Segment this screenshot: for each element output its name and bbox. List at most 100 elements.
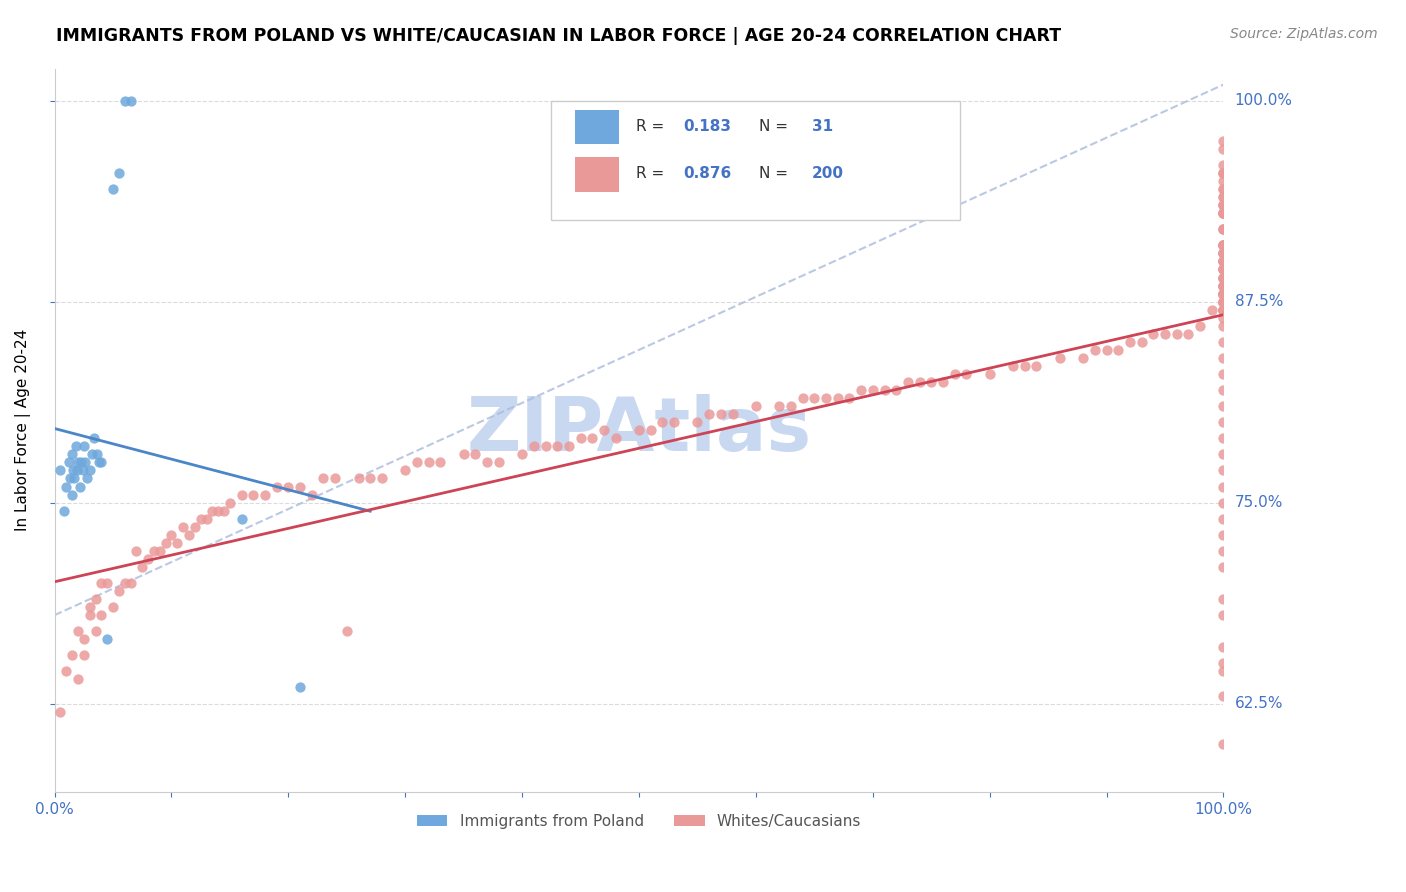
Point	[83, 431, 105, 445]
Point	[1212, 238, 1234, 252]
Point	[184, 519, 207, 533]
Legend: Immigrants from Poland, Whites/Caucasians: Immigrants from Poland, Whites/Caucasian…	[411, 808, 868, 835]
Text: 62.5%: 62.5%	[1234, 696, 1284, 711]
Point	[73, 439, 96, 453]
Point	[1212, 302, 1234, 317]
Point	[1212, 431, 1234, 445]
Point	[52, 503, 75, 517]
Point	[1212, 166, 1234, 180]
Point	[190, 511, 212, 525]
Point	[1212, 286, 1234, 301]
Point	[1212, 238, 1234, 252]
Point	[49, 463, 72, 477]
Point	[1212, 206, 1234, 220]
Point	[65, 439, 87, 453]
Text: 87.5%: 87.5%	[1234, 294, 1282, 310]
Point	[932, 375, 955, 389]
Point	[1212, 142, 1234, 156]
Point	[114, 94, 136, 108]
Point	[1212, 206, 1234, 220]
Point	[1014, 359, 1036, 373]
Point	[1212, 198, 1234, 212]
Point	[1212, 166, 1234, 180]
Point	[73, 648, 96, 663]
Point	[359, 471, 381, 485]
Point	[1212, 399, 1234, 413]
Point	[1049, 351, 1071, 365]
Point	[1212, 560, 1234, 574]
Point	[1130, 334, 1153, 349]
Point	[1212, 270, 1234, 285]
Point	[1212, 158, 1234, 172]
Point	[266, 479, 288, 493]
Point	[418, 455, 440, 469]
Point	[149, 544, 172, 558]
Point	[136, 552, 159, 566]
Point	[943, 367, 966, 381]
Point	[371, 471, 394, 485]
Point	[1212, 640, 1234, 655]
Point	[66, 673, 89, 687]
Point	[125, 544, 148, 558]
Text: 31: 31	[813, 119, 834, 134]
Point	[1212, 286, 1234, 301]
Point	[1212, 415, 1234, 429]
Point	[207, 503, 229, 517]
Point	[1212, 302, 1234, 317]
Point	[1212, 206, 1234, 220]
Point	[1212, 254, 1234, 268]
Point	[79, 600, 101, 615]
Point	[721, 407, 744, 421]
Point	[66, 455, 89, 469]
Point	[1212, 262, 1234, 277]
Point	[1177, 326, 1199, 341]
Point	[394, 463, 416, 477]
Point	[979, 367, 1001, 381]
Point	[1212, 286, 1234, 301]
Point	[406, 455, 429, 469]
Point	[1212, 270, 1234, 285]
Point	[534, 439, 557, 453]
Point	[1212, 134, 1234, 148]
Text: 100.0%: 100.0%	[1234, 93, 1292, 108]
Text: N =: N =	[759, 119, 793, 134]
Text: IMMIGRANTS FROM POLAND VS WHITE/CAUCASIAN IN LABOR FORCE | AGE 20-24 CORRELATION: IMMIGRANTS FROM POLAND VS WHITE/CAUCASIA…	[56, 27, 1062, 45]
Point	[1212, 262, 1234, 277]
Point	[55, 479, 77, 493]
Point	[745, 399, 768, 413]
FancyBboxPatch shape	[575, 157, 619, 192]
Point	[73, 455, 96, 469]
Point	[155, 535, 177, 549]
Point	[908, 375, 931, 389]
Text: 75.0%: 75.0%	[1234, 495, 1282, 510]
Point	[131, 560, 153, 574]
Point	[58, 455, 80, 469]
Point	[475, 455, 498, 469]
Point	[803, 391, 825, 405]
Point	[605, 431, 627, 445]
Point	[1212, 286, 1234, 301]
Point	[1212, 367, 1234, 381]
Point	[1212, 294, 1234, 309]
Text: 0.183: 0.183	[683, 119, 731, 134]
Point	[231, 511, 253, 525]
Point	[1212, 294, 1234, 309]
Point	[1212, 278, 1234, 293]
Point	[1107, 343, 1129, 357]
Point	[66, 624, 89, 639]
Text: R =: R =	[636, 166, 669, 181]
Point	[1212, 270, 1234, 285]
Point	[1212, 254, 1234, 268]
Point	[242, 487, 264, 501]
Point	[1212, 310, 1234, 325]
Point	[1212, 302, 1234, 317]
Point	[884, 383, 907, 397]
Point	[827, 391, 849, 405]
Point	[1212, 166, 1234, 180]
Point	[55, 665, 77, 679]
Y-axis label: In Labor Force | Age 20-24: In Labor Force | Age 20-24	[15, 329, 31, 532]
Point	[1212, 222, 1234, 236]
Point	[593, 423, 616, 437]
Point	[546, 439, 568, 453]
Point	[1212, 302, 1234, 317]
